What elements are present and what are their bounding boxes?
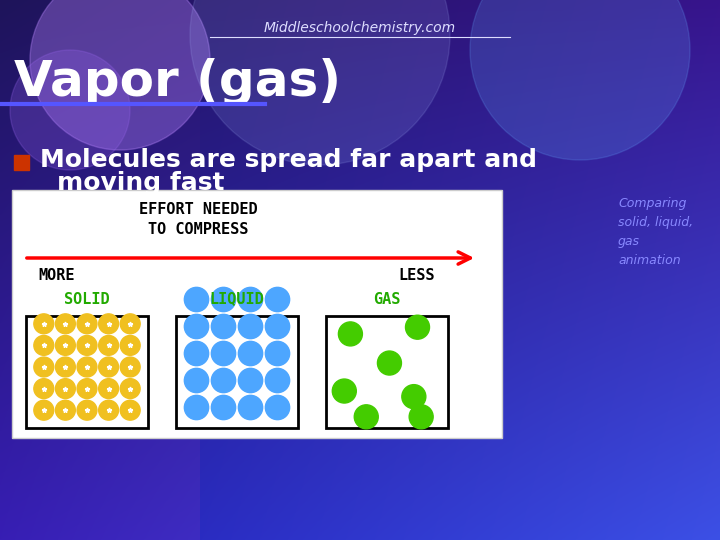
Text: EFFORT NEEDED: EFFORT NEEDED	[139, 202, 258, 218]
Circle shape	[333, 379, 356, 403]
Circle shape	[409, 405, 433, 429]
Text: Middleschoolchemistry.com: Middleschoolchemistry.com	[264, 21, 456, 35]
Circle shape	[34, 357, 54, 377]
Circle shape	[99, 357, 119, 377]
Circle shape	[238, 395, 263, 420]
Circle shape	[30, 0, 210, 150]
Circle shape	[10, 50, 130, 170]
Circle shape	[120, 379, 140, 399]
Circle shape	[184, 341, 209, 366]
Circle shape	[55, 400, 76, 420]
Circle shape	[120, 357, 140, 377]
Circle shape	[238, 368, 263, 393]
Circle shape	[77, 379, 97, 399]
Circle shape	[77, 357, 97, 377]
Circle shape	[120, 314, 140, 334]
Circle shape	[405, 315, 430, 339]
Bar	[26, 316, 148, 428]
Circle shape	[184, 368, 209, 393]
Circle shape	[354, 405, 378, 429]
Circle shape	[377, 351, 402, 375]
Circle shape	[77, 335, 97, 355]
Circle shape	[190, 0, 450, 165]
Text: GAS: GAS	[373, 292, 401, 307]
Circle shape	[266, 395, 289, 420]
Circle shape	[266, 368, 289, 393]
Text: moving fast: moving fast	[57, 171, 225, 195]
Circle shape	[99, 400, 119, 420]
Circle shape	[55, 357, 76, 377]
Circle shape	[77, 400, 97, 420]
Bar	[326, 316, 448, 428]
Circle shape	[55, 314, 76, 334]
Circle shape	[212, 368, 235, 393]
Text: LIQUID: LIQUID	[210, 292, 264, 307]
Text: Comparing
solid, liquid,
gas
animation: Comparing solid, liquid, gas animation	[618, 197, 693, 267]
Circle shape	[266, 314, 289, 339]
Circle shape	[212, 314, 235, 339]
Circle shape	[212, 287, 235, 312]
Text: SOLID: SOLID	[64, 292, 110, 307]
Circle shape	[338, 322, 362, 346]
Text: TO COMPRESS: TO COMPRESS	[148, 222, 248, 238]
Circle shape	[34, 400, 54, 420]
Circle shape	[120, 400, 140, 420]
Circle shape	[55, 379, 76, 399]
Circle shape	[77, 314, 97, 334]
Circle shape	[184, 395, 209, 420]
Circle shape	[34, 314, 54, 334]
Circle shape	[34, 379, 54, 399]
Circle shape	[55, 335, 76, 355]
Bar	[12, 190, 502, 438]
Bar	[14, 155, 29, 170]
Circle shape	[266, 341, 289, 366]
Circle shape	[402, 384, 426, 409]
Circle shape	[184, 314, 209, 339]
Circle shape	[99, 379, 119, 399]
Circle shape	[212, 395, 235, 420]
Circle shape	[238, 341, 263, 366]
Circle shape	[212, 341, 235, 366]
Circle shape	[470, 0, 690, 160]
Circle shape	[120, 335, 140, 355]
Circle shape	[266, 287, 289, 312]
Circle shape	[184, 287, 209, 312]
Text: Vapor (gas): Vapor (gas)	[14, 58, 341, 106]
Circle shape	[238, 287, 263, 312]
Circle shape	[34, 335, 54, 355]
Circle shape	[99, 314, 119, 334]
Circle shape	[99, 335, 119, 355]
Text: MORE: MORE	[39, 268, 76, 284]
Text: Molecules are spread far apart and: Molecules are spread far apart and	[40, 148, 537, 172]
Circle shape	[238, 314, 263, 339]
Text: LESS: LESS	[399, 268, 436, 284]
Bar	[176, 316, 298, 428]
